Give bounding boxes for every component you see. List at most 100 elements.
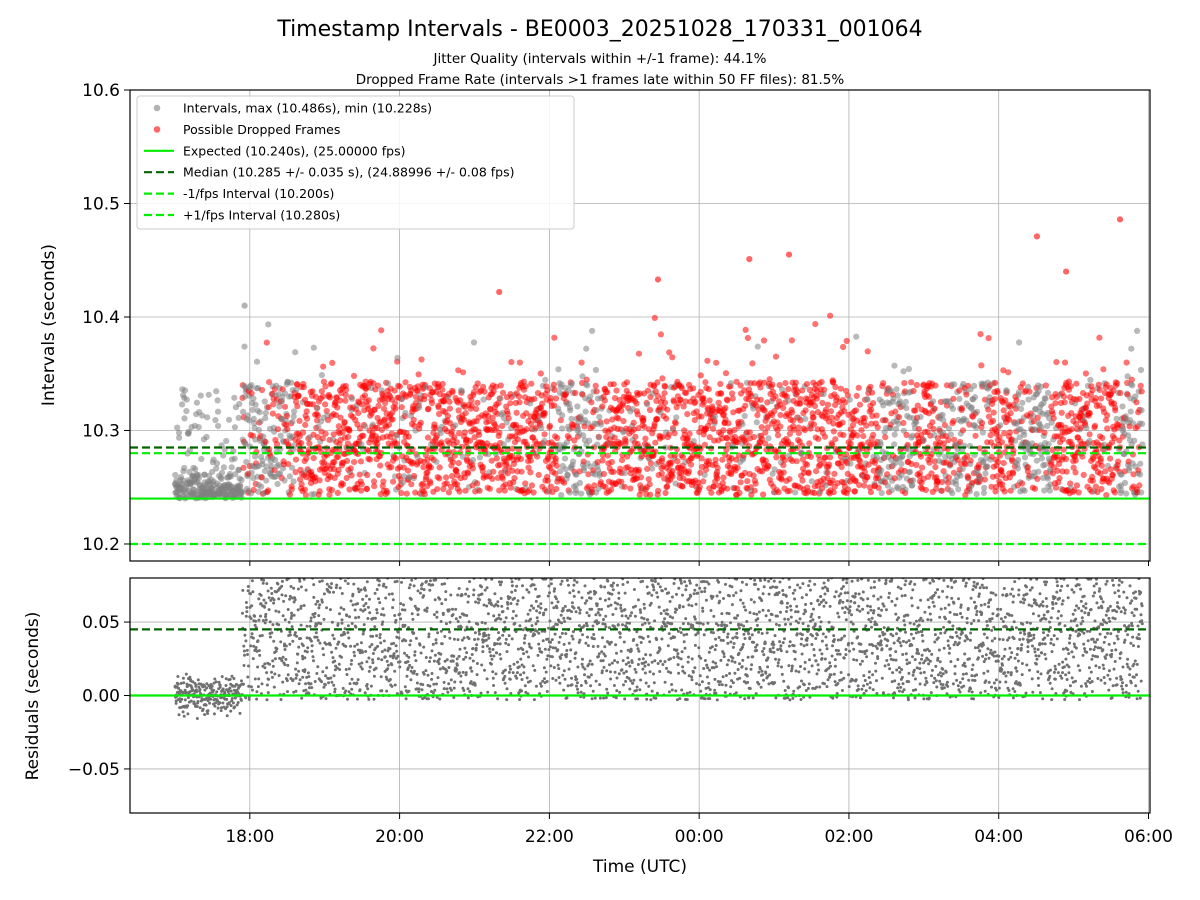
residual-point xyxy=(316,638,320,642)
dropped-frame-point xyxy=(822,406,830,413)
residual-point xyxy=(305,636,309,640)
dropped-frame-point xyxy=(734,464,741,471)
residual-point xyxy=(244,696,248,700)
interval-point xyxy=(176,434,183,441)
dropped-frame-point xyxy=(832,402,839,409)
interval-point xyxy=(939,411,946,418)
dropped-frame-point xyxy=(1104,425,1111,432)
dropped-frame-point xyxy=(335,423,342,430)
interval-point xyxy=(262,415,269,422)
dropped-frame-point xyxy=(505,415,512,422)
dropped-frame-point xyxy=(1110,387,1117,394)
dropped-frame-point xyxy=(351,459,358,466)
dropped-frame-point xyxy=(258,386,266,394)
dropped-frame-point xyxy=(488,457,495,464)
dropped-frame-point xyxy=(812,321,819,328)
residual-point xyxy=(375,588,379,591)
dropped-frame-point xyxy=(990,409,997,416)
residual-point xyxy=(481,650,485,654)
dropped-frame-point xyxy=(682,398,689,405)
residual-point xyxy=(520,663,524,667)
dropped-frame-point xyxy=(849,421,857,429)
interval-point xyxy=(894,485,902,492)
residual-point xyxy=(451,607,454,611)
residual-point xyxy=(375,608,379,612)
dropped-frame-point xyxy=(771,408,778,415)
dropped-frame-point xyxy=(1042,382,1049,389)
interval-point xyxy=(231,424,238,431)
dropped-frame-point xyxy=(392,405,399,412)
dropped-frame-point xyxy=(421,392,428,399)
interval-point xyxy=(275,461,282,468)
residual-point xyxy=(380,650,384,654)
residual-point xyxy=(306,646,310,650)
residual-point xyxy=(403,608,407,612)
residual-point xyxy=(428,660,431,663)
interval-point xyxy=(243,458,250,466)
interval-point xyxy=(754,343,761,350)
residual-point xyxy=(415,687,419,691)
residual-point xyxy=(353,644,357,648)
interval-point xyxy=(192,466,199,473)
residual-point xyxy=(359,608,363,612)
residual-point xyxy=(380,689,384,693)
residual-point xyxy=(250,604,254,608)
residual-point xyxy=(504,637,508,641)
interval-point xyxy=(741,412,748,420)
residual-point xyxy=(452,696,456,699)
outlier-point xyxy=(496,288,503,296)
residual-point xyxy=(452,654,456,658)
residual-point xyxy=(525,676,529,680)
residual-point xyxy=(314,631,318,635)
dropped-frame-point xyxy=(1007,410,1014,417)
residual-point xyxy=(418,643,422,647)
dropped-frame-point xyxy=(827,312,834,319)
residual-point xyxy=(453,680,457,684)
residual-point xyxy=(506,606,510,610)
dropped-frame-point xyxy=(392,400,399,407)
dropped-frame-point xyxy=(332,399,339,406)
residual-point xyxy=(325,606,329,610)
dropped-frame-point xyxy=(816,456,823,463)
dropped-frame-point xyxy=(765,463,772,470)
residual-point xyxy=(363,608,367,612)
residual-point xyxy=(221,687,225,691)
interval-point xyxy=(595,434,603,441)
dropped-frame-point xyxy=(285,461,292,468)
residual-point xyxy=(422,672,426,676)
interval-point xyxy=(892,425,900,432)
residual-point xyxy=(286,608,290,611)
residual-point xyxy=(338,612,341,616)
residual-point xyxy=(227,701,231,705)
residual-point xyxy=(249,644,253,648)
interval-point xyxy=(1129,382,1136,389)
dropped-frame-point xyxy=(710,425,717,432)
residual-point xyxy=(214,680,218,684)
dropped-frame-point xyxy=(1048,459,1055,466)
residual-point xyxy=(443,582,447,586)
dropped-frame-point xyxy=(824,469,831,476)
dropped-frame-point xyxy=(375,402,382,409)
legend-label: Median (10.285 +/- 0.035 s), (24.88996 +… xyxy=(183,165,514,180)
residual-point xyxy=(319,696,323,700)
dropped-frame-point xyxy=(698,413,705,420)
dropped-frame-point xyxy=(288,486,295,493)
residual-point xyxy=(455,663,459,667)
residual-point xyxy=(349,644,353,648)
legend-label: +1/fps Interval (10.280s) xyxy=(183,208,340,223)
dropped-frame-point xyxy=(795,429,802,437)
dropped-frame-point xyxy=(733,378,740,385)
residual-point xyxy=(392,654,396,658)
dropped-frame-point xyxy=(730,409,737,416)
dropped-frame-point xyxy=(410,416,417,423)
dropped-frame-point xyxy=(829,477,836,484)
dropped-frame-point xyxy=(1067,480,1074,487)
residual-point xyxy=(417,687,421,691)
interval-point xyxy=(235,414,242,421)
dropped-frame-point xyxy=(440,485,447,493)
dropped-frame-point xyxy=(1096,334,1103,341)
dropped-frame-point xyxy=(882,417,889,424)
dropped-frame-point xyxy=(1061,359,1069,366)
interval-point xyxy=(1138,489,1145,496)
residual-point xyxy=(312,659,315,663)
